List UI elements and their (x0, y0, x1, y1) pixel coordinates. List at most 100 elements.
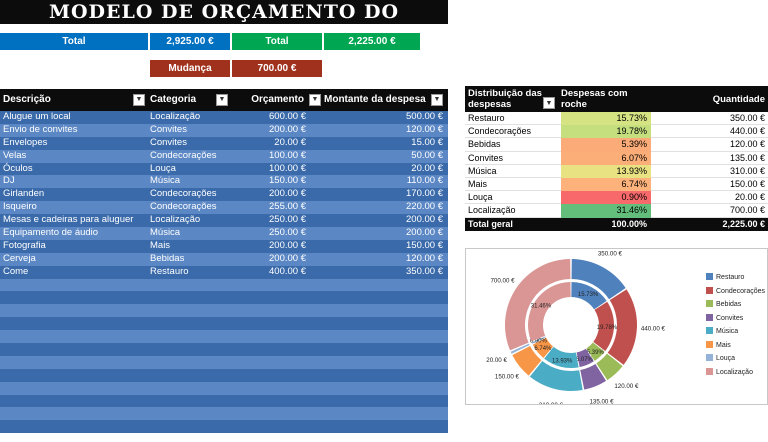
table-row[interactable] (0, 407, 448, 421)
legend-swatch (706, 286, 713, 294)
pivot-row[interactable]: Restauro 15.73% 350.00 € (465, 112, 768, 126)
table-row[interactable] (0, 394, 448, 408)
table-row[interactable]: Óculos Louça 100.00 € 20.00 € (0, 162, 448, 176)
pivot-row[interactable]: Música 13.93% 310.00 € (465, 164, 768, 178)
outer-slice[interactable] (607, 289, 637, 365)
outer-slice[interactable] (512, 346, 542, 376)
table-row[interactable]: Mesas e cadeiras para aluguer Localização… (0, 214, 448, 228)
cell-description: Mesas e cadeiras para aluguer (3, 214, 134, 226)
inner-label: 19.78% (597, 325, 618, 331)
pivot-qty: 350.00 € (729, 113, 765, 123)
filter-dropdown-icon[interactable]: ▼ (133, 94, 145, 106)
cell-budget: 255.00 € (269, 201, 306, 213)
table-row[interactable] (0, 278, 448, 292)
inner-slice[interactable] (528, 282, 571, 342)
inner-slice[interactable] (531, 336, 546, 344)
pivot-qty: 20.00 € (734, 192, 765, 203)
table-row[interactable]: Envio de convites Convites 200.00 € 120.00 … (0, 123, 448, 137)
cell-description: Envelopes (3, 136, 48, 148)
table-row[interactable]: DJ Música 150.00 € 110.00 € (0, 175, 448, 189)
pivot-row[interactable]: Mais 6.74% 150.00 € (465, 177, 768, 192)
table-row[interactable] (0, 330, 448, 344)
legend-label: Música (716, 328, 739, 335)
cell-description: Come (3, 265, 29, 277)
table-row[interactable]: Come Restauro 400.00 € 350.00 € (0, 265, 448, 279)
pivot-row[interactable]: Condecorações 19.78% 440.00 € (465, 125, 768, 139)
legend-label: Bebidas (716, 301, 742, 308)
table-row[interactable]: Alugue um local Localização 600.00 € 500.00… (0, 111, 448, 124)
table-row[interactable] (0, 304, 448, 318)
legend-swatch (706, 327, 713, 334)
pivot-header: Distribuição das despesas ▼ Despesas com… (465, 86, 768, 112)
table-row[interactable]: Cerveja Bebidas 200.00 € 120.00 € (0, 252, 448, 266)
outer-slice[interactable] (529, 360, 583, 391)
table-row[interactable] (0, 368, 448, 382)
cell-description: Óculos (3, 162, 33, 174)
table-row[interactable] (0, 291, 448, 305)
pivot-row[interactable]: Convites 6.07% 135.00 € (465, 151, 768, 165)
pivot-qty: 440.00 € (729, 126, 765, 137)
pivot-row[interactable]: Bebidas 5.39% 120.00 € (465, 138, 768, 152)
table-row[interactable]: Velas Condecorações 100.00 € 50.00 € (0, 149, 448, 163)
table-row[interactable]: Isqueiro Condecorações 255.00 € 220.00 € (0, 201, 448, 215)
outer-slice[interactable] (596, 353, 623, 381)
table-row[interactable] (0, 355, 448, 369)
outer-label: 700.00 € (490, 277, 515, 284)
cell-description: Isqueiro (3, 201, 37, 213)
outer-slice[interactable] (580, 363, 607, 390)
cell-category: Localização (150, 111, 201, 122)
table-row[interactable] (0, 343, 448, 356)
outer-label: 350.00 € (598, 250, 623, 257)
filter-dropdown-icon[interactable]: ▼ (309, 94, 321, 106)
legend-item: Música (706, 327, 765, 341)
cell-budget: 250.00 € (269, 227, 306, 239)
legend-label: Restauro (716, 274, 745, 281)
pivot-row[interactable]: Localização 31.46% 700.00 € (465, 204, 768, 218)
doughnut-chart[interactable]: 350.00 € 440.00 € 120.00 € 135.00 € 310.00 €… (465, 248, 768, 409)
inner-slice[interactable] (532, 337, 554, 358)
pivot-row[interactable]: Louça 0.90% 20.00 € (465, 191, 768, 205)
inner-slice[interactable] (571, 282, 607, 310)
pivot-table: Distribuição das despesas ▼ Despesas com… (465, 86, 768, 231)
outer-slice[interactable] (510, 343, 530, 354)
cell-budget: 200.00 € (269, 239, 306, 251)
cell-budget: 150.00 € (269, 175, 306, 187)
table-row[interactable]: Fotografia Mais 200.00 € 150.00 € (0, 239, 448, 253)
pivot-pct: 19.78% (561, 125, 651, 139)
pivot-qty: 310.00 € (729, 165, 765, 176)
outer-slice[interactable] (505, 259, 571, 351)
pivot-qty: 120.00 € (729, 139, 765, 150)
filter-icon[interactable]: ▼ (543, 97, 555, 109)
table-row[interactable] (0, 420, 448, 434)
cell-description: Equipamento de áudio (3, 227, 99, 239)
sheet-title: MODELO DE ORÇAMENTO DO PARTIDO (0, 0, 448, 47)
header-description: Descrição (3, 94, 51, 105)
table-row[interactable] (0, 317, 448, 331)
pivot-pct: 6.07% (561, 151, 651, 165)
pivot-qty: 150.00 € (729, 178, 765, 189)
legend-label: Condecorações (716, 287, 766, 295)
filter-dropdown-icon[interactable]: ▼ (431, 94, 443, 106)
filter-dropdown-icon[interactable]: ▼ (216, 94, 228, 106)
table-row[interactable]: Girlanden Condecorações 200.00 € 170.00 € (0, 188, 448, 202)
cell-expense: 220.00 € (406, 201, 443, 213)
inner-slice[interactable] (576, 348, 594, 368)
legend-swatch (706, 367, 713, 375)
cell-expense: 15.00 € (411, 136, 443, 148)
change-label: Mudança (150, 60, 230, 77)
table-row[interactable]: Equipamento de áudio Música 250.00 € 200.00… (0, 227, 448, 240)
inner-label: 5.39% (587, 350, 605, 356)
inner-slice[interactable] (586, 342, 605, 361)
table-row[interactable]: Envelopes Convites 20.00 € 15.00 € (0, 136, 448, 150)
legend-item: Restauro (706, 273, 765, 287)
inner-label: 15.73% (578, 292, 599, 298)
legend-item: Bebidas (706, 300, 765, 314)
outer-slice[interactable] (571, 259, 626, 300)
inner-slice[interactable] (593, 301, 614, 351)
cell-category: Restauro (150, 265, 189, 277)
cell-expense: 110.00 € (406, 175, 443, 187)
table-row[interactable] (0, 381, 448, 395)
inner-slice[interactable] (544, 346, 579, 368)
legend-label: Louça (716, 355, 736, 362)
legend-swatch (706, 340, 713, 348)
